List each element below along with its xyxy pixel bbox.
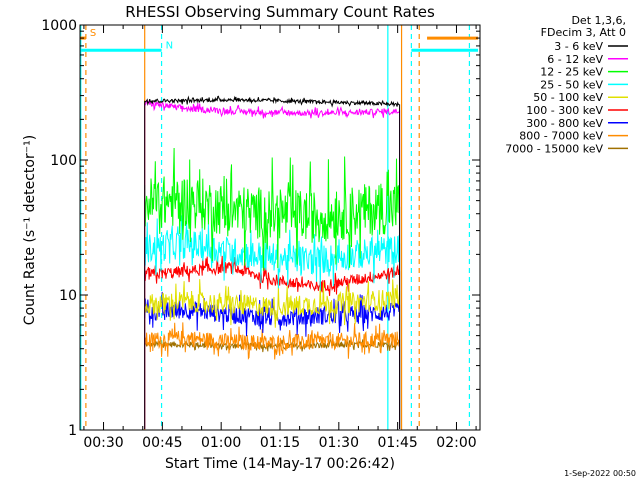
series-line-2	[144, 147, 401, 429]
y-axis-label: Count Rate (s⁻¹ detector⁻¹)	[22, 135, 38, 325]
series-line-8	[144, 338, 401, 429]
y-tick-label-0: 1	[68, 423, 77, 439]
legend-label-4: 50 - 100 keV	[533, 91, 603, 104]
series-line-0	[144, 95, 401, 429]
series-line-7	[144, 322, 401, 429]
flag-label-1: N	[166, 40, 173, 51]
x-tick-label-4: 01:30	[319, 435, 359, 451]
series-line-1	[144, 99, 401, 429]
series-layer: SN	[80, 25, 479, 430]
axes-layer: 00:30 00:45 01:00 01:15 01:30 01:45 02:00 1 10 10…	[41, 18, 481, 451]
chart-title: RHESSI Observing Summary Count Rates	[125, 3, 435, 21]
series-line-5	[144, 255, 401, 429]
y-tick-label-3: 1000	[41, 18, 77, 34]
legend-label-0: 3 - 6 keV	[554, 40, 603, 53]
legend-label-6: 300 - 800 keV	[526, 117, 603, 130]
legend-header-0: Det 1,3,6,	[571, 14, 626, 27]
x-tick-label-5: 01:45	[377, 435, 417, 451]
x-tick-label-2: 01:00	[201, 435, 241, 451]
flag-label-0: S	[90, 28, 96, 39]
y-tick-label-2: 100	[50, 153, 77, 169]
legend-label-3: 25 - 50 keV	[540, 78, 603, 91]
legend-label-2: 12 - 25 keV	[540, 66, 603, 79]
legend-label-7: 800 - 7000 keV	[519, 130, 603, 143]
legend-header-1: FDecim 3, Att 0	[541, 26, 626, 39]
x-tick-label-3: 01:15	[260, 435, 300, 451]
series-line-3	[144, 215, 401, 429]
footer-timestamp: 1-Sep-2022 00:50	[564, 469, 636, 478]
x-tick-label-1: 00:45	[142, 435, 182, 451]
x-tick-label-0: 00:30	[83, 435, 123, 451]
series-line-4	[144, 279, 401, 429]
legend-label-8: 7000 - 15000 keV	[505, 142, 603, 155]
x-axis-label: Start Time (14-May-17 00:26:42)	[165, 456, 395, 472]
legend-label-5: 100 - 300 keV	[526, 104, 603, 117]
x-tick-label-6: 02:00	[436, 435, 476, 451]
legend-label-1: 6 - 12 keV	[547, 53, 603, 66]
y-tick-label-1: 10	[59, 288, 77, 304]
